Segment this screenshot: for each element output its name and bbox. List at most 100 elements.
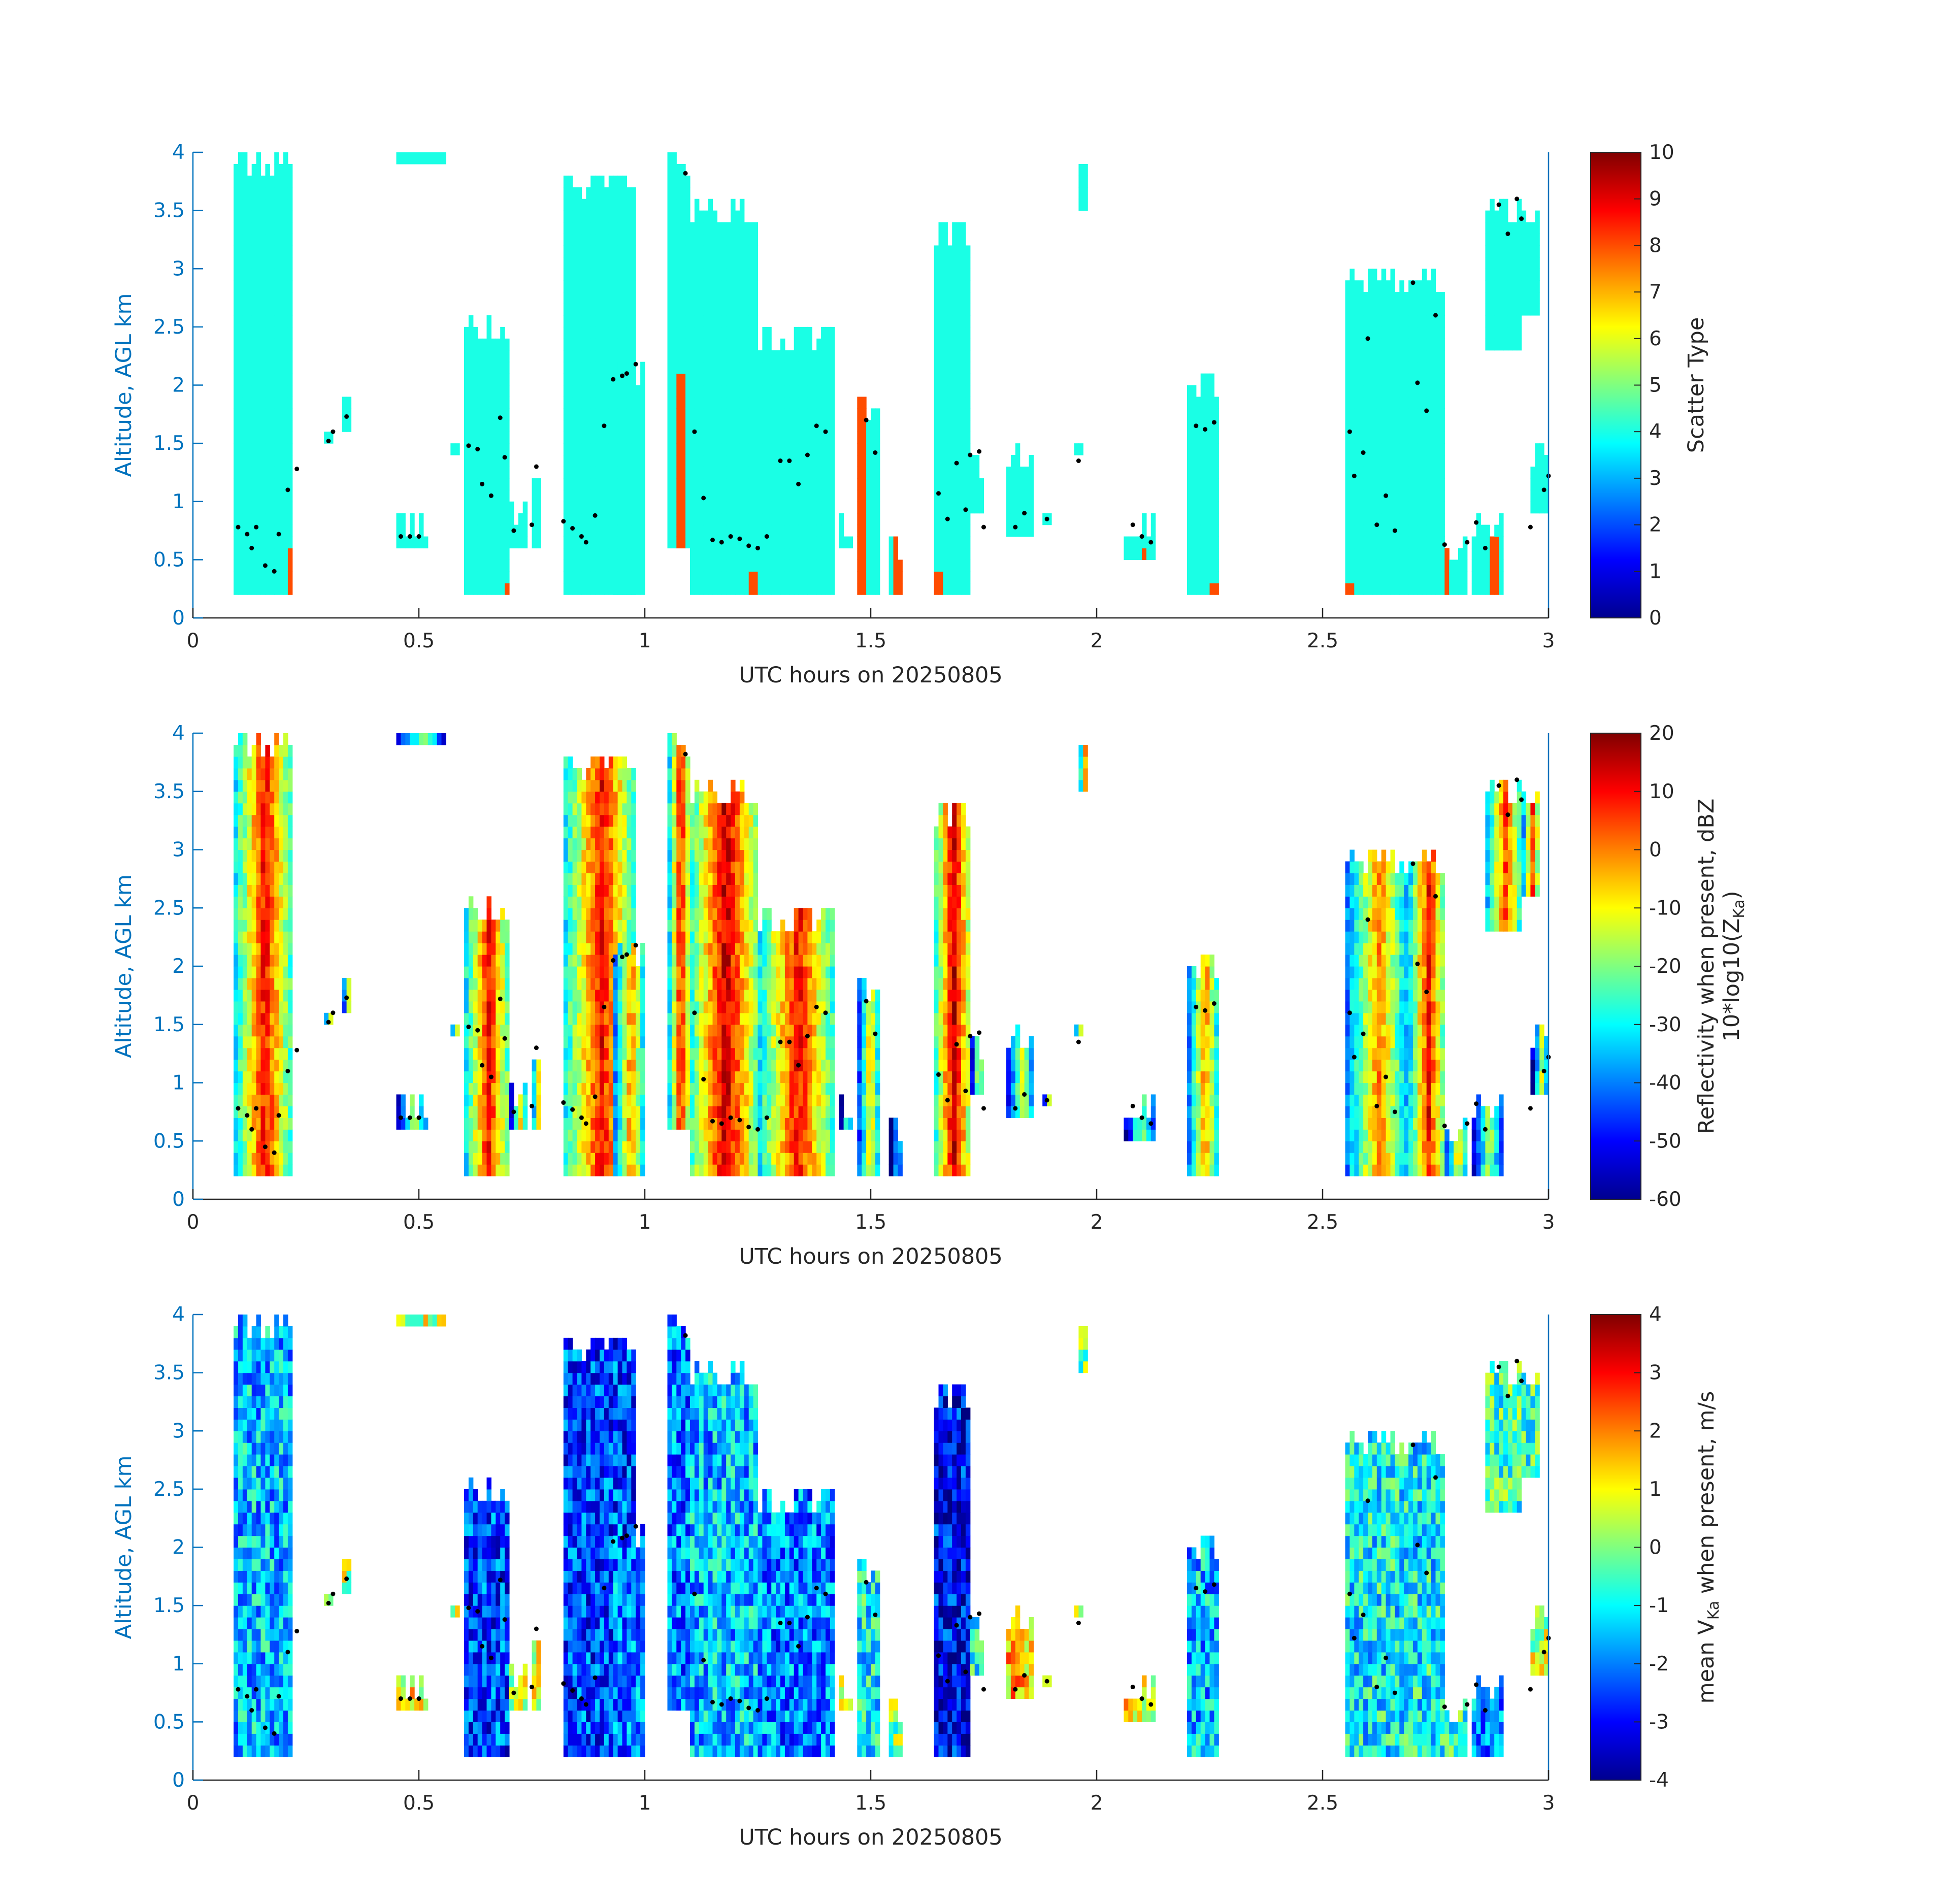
- heatmap-cell: [816, 489, 821, 502]
- heatmap-cell: [256, 397, 261, 409]
- heatmap-cell: [1368, 489, 1373, 502]
- heatmap-cell: [496, 931, 501, 943]
- heatmap-cell: [617, 280, 623, 292]
- heatmap-cell: [242, 350, 248, 363]
- heatmap-cell: [496, 1071, 501, 1084]
- heatmap-cell: [486, 536, 491, 549]
- marker-dot: [285, 487, 290, 493]
- heatmap-cell: [699, 385, 704, 398]
- heatmap-cell: [617, 199, 623, 211]
- heatmap-cell: [1368, 326, 1373, 339]
- heatmap-cell: [1426, 326, 1432, 339]
- heatmap-cell: [712, 408, 717, 420]
- heatmap-cell: [247, 408, 252, 420]
- heatmap-cell: [753, 443, 759, 455]
- heatmap-cell: [753, 385, 759, 398]
- heatmap-cell: [1404, 338, 1409, 351]
- marker-dot: [1361, 450, 1366, 455]
- heatmap-cell: [1368, 432, 1373, 444]
- heatmap-cell: [875, 513, 880, 526]
- heatmap-cell: [581, 1094, 586, 1106]
- heatmap-cell: [1507, 234, 1513, 246]
- heatmap-cell: [1368, 385, 1373, 398]
- heatmap-cell: [613, 304, 618, 316]
- heatmap-cell: [1010, 489, 1016, 502]
- colorbar-gradient: [1590, 152, 1641, 618]
- heatmap-cell: [251, 791, 257, 804]
- heatmap-cell: [1205, 583, 1210, 595]
- heatmap-cell: [1359, 304, 1364, 316]
- heatmap-cell: [888, 536, 894, 549]
- heatmap-cell: [1019, 478, 1025, 490]
- heatmap-cell: [568, 560, 573, 572]
- heatmap-cell: [234, 966, 239, 978]
- heatmap-cell: [586, 989, 591, 1002]
- heatmap-cell: [581, 210, 586, 223]
- heatmap-cell: [681, 466, 686, 479]
- heatmap-cell: [500, 571, 505, 583]
- heatmap-cell: [473, 432, 478, 444]
- heatmap-cell: [270, 1059, 275, 1072]
- heatmap-cell: [260, 362, 266, 374]
- heatmap-cell: [265, 1059, 270, 1072]
- heatmap-cell: [251, 373, 257, 386]
- heatmap-cell: [717, 443, 722, 455]
- heatmap-cell: [731, 443, 736, 455]
- heatmap-cell: [1359, 548, 1364, 560]
- heatmap-cell: [477, 385, 483, 398]
- heatmap-cell: [473, 908, 478, 920]
- heatmap-cell: [600, 187, 605, 200]
- heatmap-cell: [270, 478, 275, 490]
- heatmap-cell: [505, 1118, 510, 1130]
- heatmap-cell: [830, 408, 835, 420]
- heatmap-cell: [577, 397, 582, 409]
- heatmap-cell: [803, 408, 808, 420]
- heatmap-cell: [667, 234, 672, 246]
- heatmap-cell: [256, 955, 261, 967]
- heatmap-cell: [717, 315, 722, 327]
- y-axis-label: Altitude, AGL km: [111, 293, 137, 477]
- heatmap-cell: [477, 420, 483, 432]
- heatmap-cell: [812, 489, 817, 502]
- y-tick-label: 1.5: [153, 432, 185, 455]
- heatmap-cell: [568, 524, 573, 537]
- heatmap-cell: [274, 420, 279, 432]
- heatmap-cell: [934, 536, 939, 549]
- heatmap-cell: [563, 524, 569, 537]
- marker-dot: [1541, 487, 1546, 493]
- heatmap-cell: [1417, 513, 1423, 526]
- heatmap-cell: [270, 1129, 275, 1141]
- heatmap-cell: [496, 1082, 501, 1095]
- heatmap-cell: [1345, 385, 1350, 398]
- heatmap-cell: [731, 455, 736, 467]
- heatmap-cell: [712, 292, 717, 304]
- heatmap-cell: [744, 338, 749, 351]
- heatmap-cell: [1386, 571, 1391, 583]
- heatmap-cell: [590, 466, 596, 479]
- heatmap-cell: [464, 908, 469, 920]
- heatmap-cell: [784, 443, 790, 455]
- heatmap-cell: [532, 1071, 537, 1084]
- heatmap-cell: [581, 1024, 586, 1037]
- heatmap-cell: [270, 943, 275, 955]
- heatmap-cell: [473, 489, 478, 502]
- heatmap-cell: [1539, 478, 1544, 490]
- heatmap-cell: [617, 466, 623, 479]
- heatmap-cell: [943, 373, 948, 386]
- heatmap-cell: [410, 513, 415, 526]
- heatmap-cell: [586, 187, 591, 200]
- heatmap-cell: [287, 362, 293, 374]
- marker-dot: [823, 429, 828, 434]
- heatmap-cell: [1372, 280, 1377, 292]
- heatmap-cell: [1395, 501, 1400, 514]
- heatmap-cell: [753, 408, 759, 420]
- heatmap-cell: [234, 199, 239, 211]
- heatmap-cell: [758, 583, 763, 595]
- heatmap-cell: [703, 315, 709, 327]
- heatmap-cell: [947, 560, 952, 572]
- heatmap-cell: [608, 222, 614, 235]
- heatmap-cell: [586, 1059, 591, 1072]
- heatmap-cell: [505, 420, 510, 432]
- heatmap-cell: [934, 362, 939, 374]
- heatmap-cell: [812, 571, 817, 583]
